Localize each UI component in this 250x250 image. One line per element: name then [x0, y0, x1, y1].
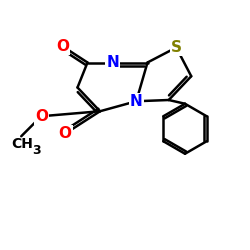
Text: N: N	[106, 55, 119, 70]
Text: 3: 3	[32, 144, 41, 157]
Text: N: N	[130, 94, 142, 109]
Text: CH: CH	[12, 137, 34, 151]
Text: S: S	[171, 40, 182, 55]
Text: O: O	[35, 109, 48, 124]
Text: O: O	[56, 39, 69, 54]
Text: O: O	[58, 126, 71, 141]
